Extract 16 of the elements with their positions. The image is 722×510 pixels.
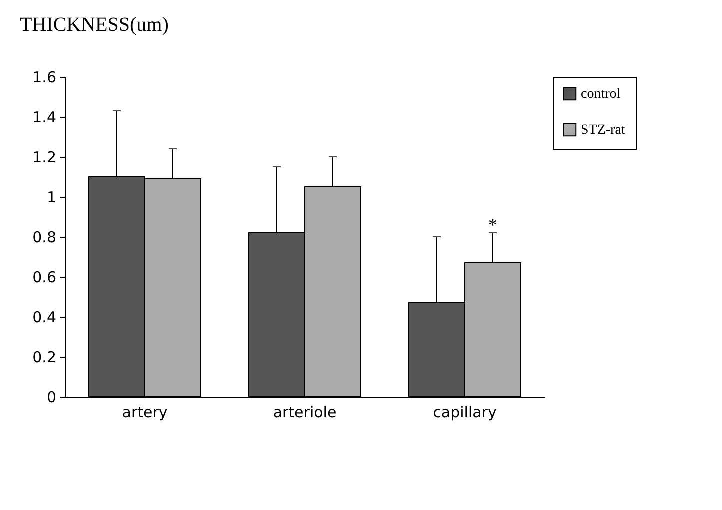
y-tick-label: 1.6 [32,68,56,86]
y-tick-label: 1.4 [32,108,56,126]
chart-title: THICKNESS(um) [20,14,169,36]
y-tick-label: 0.8 [32,228,56,246]
y-tick-label: 0.2 [32,348,56,366]
x-tick-label: capillary [433,404,497,422]
y-tick-label: 0.6 [32,268,56,286]
y-tick-label: 1.2 [32,148,56,166]
y-tick-label: 1 [46,188,56,206]
legend-label: STZ-rat [581,123,626,138]
x-tick-label: arteriole [273,404,337,422]
annotation: * [488,215,498,235]
y-tick-label: 0.4 [32,308,56,326]
y-tick-label: 0 [46,388,56,406]
x-tick-label: artery [122,404,168,422]
legend-label: control [581,87,621,102]
